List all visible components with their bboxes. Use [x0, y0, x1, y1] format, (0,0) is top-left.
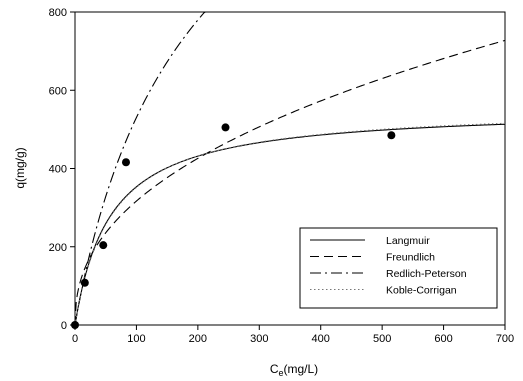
x-axis: 0 100 200 300 400 500 600 700 [72, 325, 514, 345]
series-freundlich-line [74, 39, 506, 326]
legend-label-redlich-peterson: Redlich-Peterson [386, 268, 467, 280]
model-curves [74, 11, 506, 326]
data-point [71, 321, 79, 329]
legend-label-langmuir: Langmuir [386, 235, 430, 247]
y-tick-label: 800 [49, 7, 67, 19]
data-point [99, 241, 108, 250]
legend-label-koble-corrigan: Koble-Corrigan [386, 285, 457, 297]
data-point [221, 123, 230, 132]
y-tick-label: 0 [61, 320, 67, 332]
x-axis-title-base: C [270, 362, 279, 376]
x-tick-label: 100 [127, 333, 145, 345]
series-redlich-peterson-line [74, 11, 505, 326]
data-point [80, 278, 89, 287]
y-tick-label: 600 [49, 85, 67, 97]
legend-label-freundlich: Freundlich [386, 252, 435, 264]
legend: Langmuir Freundlich Redlich-Peterson Koble-… [299, 227, 498, 309]
x-tick-label: 0 [72, 333, 78, 345]
x-tick-label: 700 [496, 333, 514, 345]
y-axis-title: q(mg/g) [13, 147, 27, 188]
x-tick-label: 400 [312, 333, 330, 345]
y-tick-label: 400 [49, 164, 67, 176]
x-tick-label: 300 [250, 333, 268, 345]
data-point [387, 131, 396, 140]
x-tick-label: 600 [434, 333, 452, 345]
x-axis-title-unit: (mg/L) [284, 362, 319, 376]
x-tick-label: 200 [189, 333, 207, 345]
legend-box [299, 227, 498, 309]
observed-points [71, 123, 396, 329]
x-axis-title-subscript: e [278, 368, 283, 378]
y-axis: 0 200 400 600 800 [49, 7, 75, 332]
data-point [121, 158, 130, 167]
y-tick-label: 200 [49, 242, 67, 254]
x-axis-title: Ce(mg/L) [270, 362, 318, 378]
series-koble-corrigan-line [74, 122, 506, 326]
x-tick-label: 500 [373, 333, 391, 345]
